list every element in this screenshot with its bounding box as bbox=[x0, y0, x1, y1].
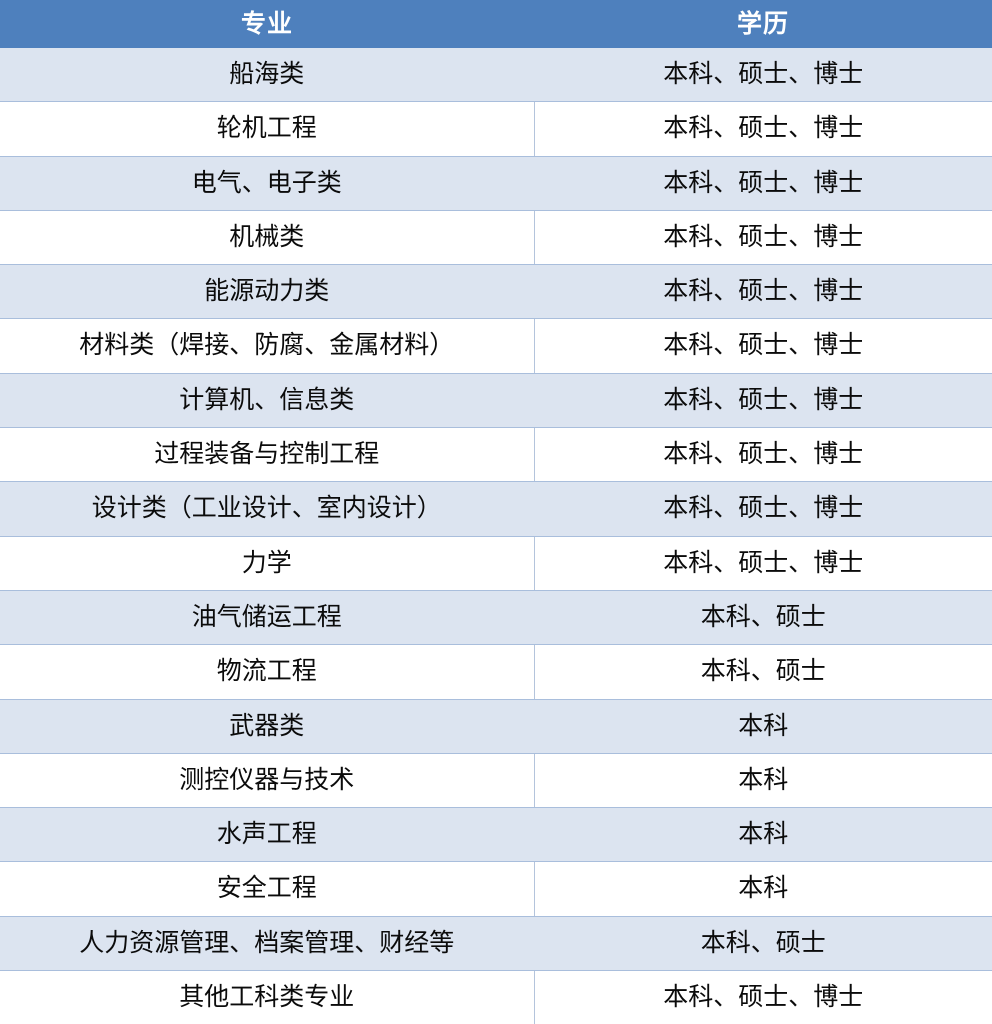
table-row: 武器类 本科 bbox=[0, 698, 992, 754]
cell-major: 测控仪器与技术 bbox=[0, 752, 535, 809]
table-body: 船海类 本科、硕士、博士 轮机工程 本科、硕士、博士 电气、电子类 本科、硕士、博士 机械类… bbox=[0, 48, 992, 1024]
cell-major: 安全工程 bbox=[0, 861, 535, 917]
table-row: 安全工程 本科 bbox=[0, 861, 992, 917]
cell-degree: 本科 bbox=[534, 807, 992, 863]
cell-degree: 本科、硕士、博士 bbox=[534, 427, 992, 483]
cell-degree: 本科 bbox=[534, 752, 992, 809]
cell-major: 轮机工程 bbox=[0, 101, 535, 157]
table-row: 材料类（焊接、防腐、金属材料） 本科、硕士、博士 bbox=[0, 318, 992, 374]
table-row: 测控仪器与技术 本科 bbox=[0, 752, 992, 809]
cell-major: 计算机、信息类 bbox=[0, 372, 534, 429]
table-row: 其他工科类专业 本科、硕士、博士 bbox=[0, 970, 992, 1024]
cell-major: 武器类 bbox=[0, 698, 534, 754]
table-row: 油气储运工程 本科、硕士 bbox=[0, 589, 992, 646]
table-row: 水声工程 本科 bbox=[0, 807, 992, 863]
cell-degree: 本科、硕士 bbox=[534, 589, 992, 646]
cell-major: 设计类（工业设计、室内设计） bbox=[0, 481, 534, 537]
cell-degree: 本科、硕士、博士 bbox=[534, 372, 992, 429]
cell-major: 能源动力类 bbox=[0, 264, 534, 320]
cell-major: 人力资源管理、档案管理、财经等 bbox=[0, 915, 534, 972]
cell-degree: 本科 bbox=[534, 698, 992, 754]
table-row: 机械类 本科、硕士、博士 bbox=[0, 209, 992, 266]
cell-major: 过程装备与控制工程 bbox=[0, 427, 535, 483]
table-row: 电气、电子类 本科、硕士、博士 bbox=[0, 155, 992, 211]
cell-major: 材料类（焊接、防腐、金属材料） bbox=[0, 318, 535, 374]
cell-major: 机械类 bbox=[0, 209, 535, 266]
cell-major: 其他工科类专业 bbox=[0, 970, 535, 1024]
cell-degree: 本科、硕士、博士 bbox=[534, 318, 992, 374]
cell-major: 水声工程 bbox=[0, 807, 534, 863]
table-header-row: 专业 学历 bbox=[0, 0, 992, 48]
cell-degree: 本科、硕士、博士 bbox=[534, 970, 992, 1024]
cell-degree: 本科、硕士、博士 bbox=[534, 481, 992, 537]
table-row: 物流工程 本科、硕士 bbox=[0, 644, 992, 700]
table-row: 人力资源管理、档案管理、财经等 本科、硕士 bbox=[0, 915, 992, 972]
cell-major: 船海类 bbox=[0, 48, 534, 103]
cell-degree: 本科、硕士、博士 bbox=[534, 48, 992, 103]
cell-degree: 本科、硕士、博士 bbox=[534, 535, 992, 591]
table-row: 能源动力类 本科、硕士、博士 bbox=[0, 264, 992, 320]
cell-degree: 本科、硕士、博士 bbox=[534, 101, 992, 157]
column-header-major: 专业 bbox=[240, 10, 293, 38]
cell-degree: 本科、硕士、博士 bbox=[534, 155, 992, 211]
cell-degree: 本科 bbox=[534, 861, 992, 917]
table-header: 专业 学历 bbox=[0, 0, 992, 48]
cell-major: 力学 bbox=[0, 535, 535, 591]
cell-major: 物流工程 bbox=[0, 644, 535, 700]
cell-major: 油气储运工程 bbox=[0, 589, 534, 646]
cell-degree: 本科、硕士、博士 bbox=[534, 264, 992, 320]
column-header-degree: 学历 bbox=[736, 10, 789, 38]
table-row: 设计类（工业设计、室内设计） 本科、硕士、博士 bbox=[0, 481, 992, 537]
cell-degree: 本科、硕士 bbox=[534, 644, 992, 700]
table-row: 力学 本科、硕士、博士 bbox=[0, 535, 992, 591]
table-row: 计算机、信息类 本科、硕士、博士 bbox=[0, 372, 992, 429]
table-row: 过程装备与控制工程 本科、硕士、博士 bbox=[0, 427, 992, 483]
cell-degree: 本科、硕士、博士 bbox=[534, 209, 992, 266]
cell-major: 电气、电子类 bbox=[0, 155, 534, 211]
table-row: 船海类 本科、硕士、博士 bbox=[0, 48, 992, 103]
cell-degree: 本科、硕士 bbox=[534, 915, 992, 972]
table-row: 轮机工程 本科、硕士、博士 bbox=[0, 101, 992, 157]
